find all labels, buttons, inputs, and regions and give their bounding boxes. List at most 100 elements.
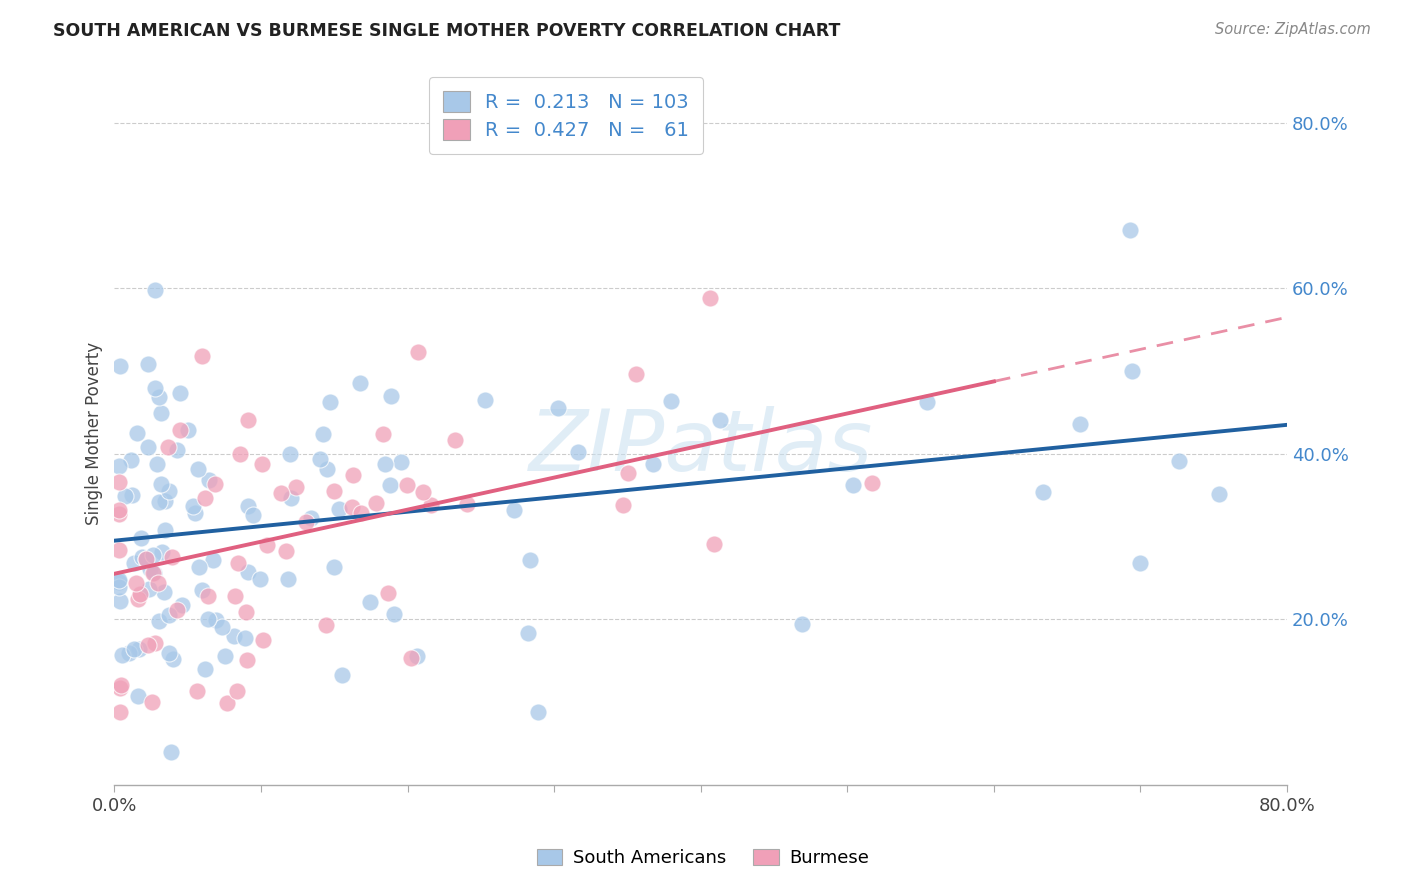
Point: [215, 696, 238, 710]
Point: [380, 478, 402, 492]
Point: [474, 393, 496, 408]
Point: [143, 283, 166, 297]
Point: [280, 491, 302, 506]
Point: [129, 587, 152, 601]
Point: [456, 497, 478, 511]
Point: [226, 556, 249, 570]
Point: [224, 589, 246, 603]
Point: [169, 386, 191, 401]
Point: [709, 412, 731, 426]
Point: [312, 426, 335, 441]
Point: [186, 684, 208, 698]
Point: [612, 499, 634, 513]
Point: [406, 344, 429, 359]
Point: [194, 662, 217, 676]
Point: [332, 668, 354, 682]
Point: [699, 291, 721, 305]
Point: [131, 550, 153, 565]
Point: [517, 626, 540, 640]
Point: [406, 649, 429, 664]
Point: [380, 389, 402, 403]
Text: SOUTH AMERICAN VS BURMESE SINGLE MOTHER POVERTY CORRELATION CHART: SOUTH AMERICAN VS BURMESE SINGLE MOTHER …: [53, 22, 841, 40]
Point: [226, 684, 249, 698]
Point: [1168, 454, 1191, 468]
Point: [419, 498, 441, 512]
Point: [211, 620, 233, 634]
Point: [204, 476, 226, 491]
Point: [170, 598, 193, 612]
Point: [108, 573, 131, 587]
Point: [149, 406, 172, 420]
Point: [277, 572, 299, 586]
Point: [399, 651, 422, 665]
Point: [110, 678, 132, 692]
Point: [1118, 223, 1140, 237]
Point: [236, 413, 259, 427]
Point: [118, 646, 141, 660]
Point: [122, 556, 145, 570]
Point: [703, 537, 725, 551]
Point: [138, 582, 160, 596]
Point: [155, 523, 177, 537]
Point: [166, 443, 188, 458]
Point: [160, 745, 183, 759]
Point: [299, 511, 322, 525]
Point: [250, 458, 273, 472]
Point: [127, 689, 149, 703]
Point: [184, 506, 207, 520]
Point: [235, 653, 257, 667]
Point: [197, 589, 219, 603]
Point: [323, 484, 346, 499]
Point: [136, 440, 159, 454]
Point: [150, 545, 173, 559]
Point: [120, 453, 142, 467]
Point: [157, 646, 180, 660]
Point: [136, 639, 159, 653]
Point: [503, 502, 526, 516]
Point: [319, 395, 342, 409]
Point: [187, 462, 209, 476]
Point: [142, 566, 165, 580]
Point: [122, 641, 145, 656]
Y-axis label: Single Mother Poverty: Single Mother Poverty: [86, 342, 103, 524]
Point: [135, 551, 157, 566]
Point: [131, 531, 153, 545]
Point: [187, 559, 209, 574]
Point: [108, 458, 131, 473]
Point: [169, 423, 191, 437]
Point: [197, 612, 219, 626]
Point: [274, 544, 297, 558]
Point: [197, 473, 219, 487]
Point: [108, 475, 131, 489]
Point: [236, 565, 259, 579]
Point: [136, 357, 159, 371]
Point: [366, 496, 388, 510]
Point: [157, 483, 180, 498]
Point: [148, 615, 170, 629]
Point: [519, 553, 541, 567]
Point: [278, 447, 301, 461]
Legend: South Americans, Burmese: South Americans, Burmese: [530, 841, 876, 874]
Point: [145, 457, 167, 471]
Point: [142, 566, 165, 580]
Point: [162, 652, 184, 666]
Point: [108, 507, 131, 521]
Point: [626, 367, 648, 381]
Point: [374, 457, 396, 471]
Point: [110, 705, 132, 719]
Point: [256, 538, 278, 552]
Point: [110, 359, 132, 373]
Point: [148, 494, 170, 508]
Point: [389, 454, 412, 468]
Point: [114, 489, 136, 503]
Point: [659, 394, 682, 409]
Point: [1121, 364, 1143, 378]
Point: [127, 592, 149, 607]
Text: Source: ZipAtlas.com: Source: ZipAtlas.com: [1215, 22, 1371, 37]
Point: [236, 499, 259, 513]
Point: [860, 476, 883, 491]
Point: [308, 452, 330, 467]
Point: [127, 426, 149, 441]
Point: [157, 607, 180, 622]
Point: [181, 499, 204, 513]
